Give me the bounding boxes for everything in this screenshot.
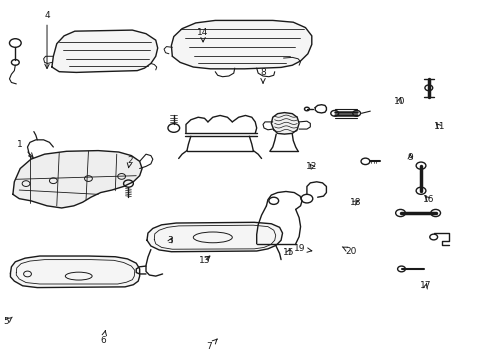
Text: 4: 4 — [44, 10, 50, 68]
Polygon shape — [147, 222, 282, 252]
Text: 19: 19 — [294, 244, 311, 253]
Text: 1: 1 — [17, 140, 33, 157]
Polygon shape — [10, 256, 140, 288]
Text: 10: 10 — [393, 96, 405, 105]
Text: 15: 15 — [282, 248, 294, 257]
Text: 20: 20 — [342, 247, 356, 256]
Text: 12: 12 — [305, 162, 317, 171]
Polygon shape — [52, 30, 158, 72]
Text: 9: 9 — [407, 153, 412, 162]
Text: 5: 5 — [4, 317, 12, 326]
Text: 8: 8 — [260, 68, 265, 83]
Polygon shape — [13, 150, 142, 208]
Text: 13: 13 — [198, 256, 210, 265]
Text: 2: 2 — [127, 156, 132, 168]
Text: 14: 14 — [197, 28, 208, 42]
Polygon shape — [171, 21, 311, 69]
Text: 3: 3 — [167, 237, 173, 246]
Text: 16: 16 — [422, 195, 434, 204]
Text: 17: 17 — [419, 281, 431, 290]
Text: 7: 7 — [206, 339, 217, 351]
Text: 6: 6 — [100, 330, 106, 345]
Text: 18: 18 — [349, 198, 361, 207]
Text: 11: 11 — [433, 122, 445, 131]
Polygon shape — [271, 113, 299, 134]
